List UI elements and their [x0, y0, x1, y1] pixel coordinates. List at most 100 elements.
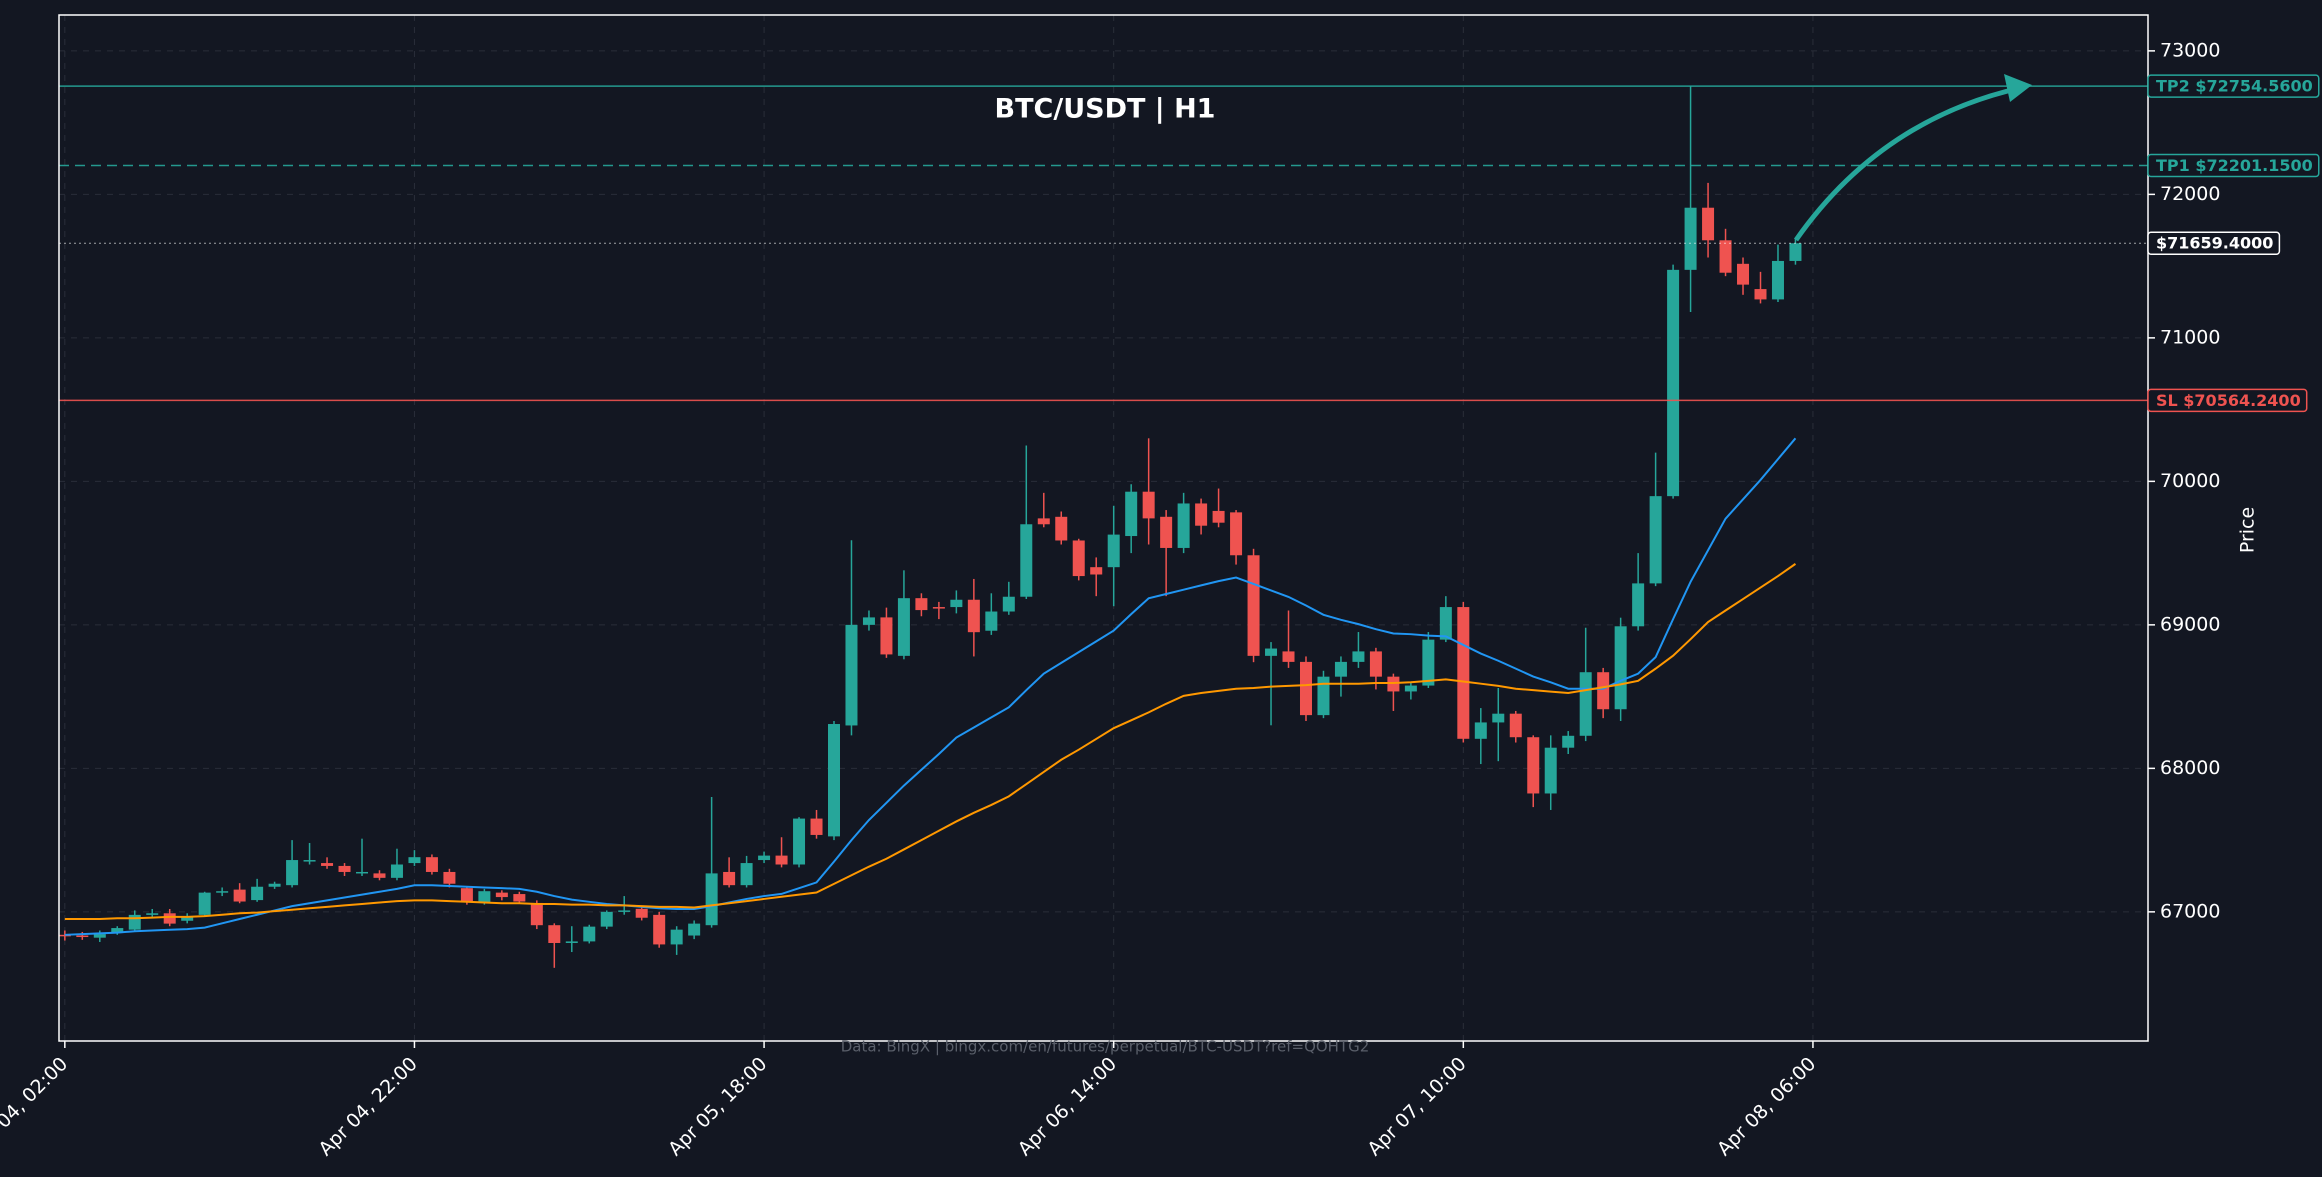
moving-average-line: [64, 563, 1797, 921]
price-level-label: TP1 $72201.1500: [2156, 156, 2313, 175]
price-level-box: [2147, 74, 2320, 98]
candle-body: [1597, 672, 1610, 710]
candle-body: [1649, 496, 1662, 584]
candle-body: [653, 914, 666, 945]
candle-body: [1142, 491, 1155, 519]
candle-body: [1352, 651, 1365, 662]
candle-body: [216, 891, 229, 893]
candle-body: [1492, 713, 1505, 723]
candle-body: [356, 871, 369, 874]
candle-body: [880, 617, 893, 655]
candle-body: [1789, 243, 1802, 261]
candle-body: [408, 857, 421, 864]
candle-body: [1037, 518, 1050, 525]
candle-body: [1282, 651, 1295, 662]
candle-body: [251, 886, 264, 901]
candle-body: [478, 891, 491, 903]
candle-body: [793, 818, 806, 865]
target-arrowhead: [2004, 74, 2032, 102]
candle-body: [1771, 260, 1784, 300]
candle-body: [827, 724, 840, 837]
source-note: Data: BingX | bingx.com/en/futures/perpe…: [841, 1038, 1370, 1056]
candle-body: [1737, 263, 1750, 285]
candle-body: [128, 914, 141, 930]
candle-body: [338, 865, 351, 872]
y-tick-label: 69000: [2160, 613, 2220, 635]
marks: [58, 85, 2148, 968]
candle-body: [1334, 661, 1347, 677]
candle-body: [1702, 207, 1715, 241]
y-tick-label: 71000: [2160, 326, 2220, 348]
candle-body: [1107, 534, 1120, 568]
candle-body: [1509, 713, 1522, 738]
grid: [59, 15, 2148, 1041]
candle-body: [583, 926, 596, 942]
candle-body: [321, 863, 334, 866]
candle-body: [932, 607, 945, 609]
target-arrow: [1793, 85, 2021, 242]
candle-body: [1422, 639, 1435, 686]
candle-body: [93, 934, 106, 938]
candle-body: [862, 617, 875, 625]
candle-body: [1387, 676, 1400, 692]
candle-body: [1457, 607, 1470, 739]
candle-body: [1072, 540, 1085, 577]
price-level-label: TP2 $72754.5600: [2156, 77, 2313, 96]
candle-body: [373, 873, 386, 878]
candle-body: [58, 934, 71, 937]
candle-body: [1614, 626, 1627, 710]
y-tick-label: 68000: [2160, 757, 2220, 779]
candle-body: [1177, 503, 1190, 548]
candle-body: [548, 925, 561, 943]
candle-body: [76, 935, 89, 938]
candle-body: [705, 873, 718, 926]
price-level-label: $71659.4000: [2156, 234, 2273, 253]
candle-body: [181, 916, 194, 921]
candle-body: [1195, 503, 1208, 526]
candle-body: [233, 889, 246, 902]
candle-body: [198, 892, 211, 915]
candle-body: [495, 892, 508, 898]
candle-body: [1544, 747, 1557, 794]
candle-body: [1684, 207, 1697, 270]
candle-body: [1055, 516, 1068, 541]
candle-body: [390, 864, 403, 878]
candle-body: [1265, 648, 1278, 656]
candle-body: [303, 860, 316, 862]
candle-body: [1299, 661, 1312, 716]
candle-body: [111, 928, 124, 933]
candle-body: [460, 888, 473, 902]
candle-body: [670, 929, 683, 945]
candle-body: [758, 855, 771, 861]
candle-body: [1212, 510, 1225, 523]
candle-body: [723, 871, 736, 886]
candle-body: [775, 855, 788, 865]
candle-body: [845, 624, 858, 726]
candle-body: [1632, 583, 1645, 627]
y-tick-label: 67000: [2160, 900, 2220, 922]
candle-body: [163, 913, 176, 924]
moving-average-line: [64, 437, 1797, 936]
price-level-box: [2147, 153, 2320, 178]
candle-body: [530, 902, 543, 926]
plot-frame: [58, 14, 2149, 1042]
candle-body: [1439, 607, 1452, 640]
candle-body: [1125, 491, 1138, 537]
candle-body: [1090, 567, 1103, 575]
candle-body: [1667, 269, 1680, 497]
y-axis-label: Price: [2237, 507, 2259, 553]
candle-body: [740, 863, 753, 886]
candle-body: [600, 911, 613, 927]
candle-body: [618, 910, 631, 912]
candle-body: [897, 598, 910, 656]
candle-body: [635, 908, 648, 918]
candle-body: [513, 894, 526, 902]
price-level-box: [2147, 231, 2281, 255]
candle-body: [1474, 722, 1487, 739]
candle-body: [688, 923, 701, 936]
candle-body: [268, 883, 281, 887]
candle-body: [1247, 555, 1260, 656]
candle-body: [1230, 512, 1243, 556]
